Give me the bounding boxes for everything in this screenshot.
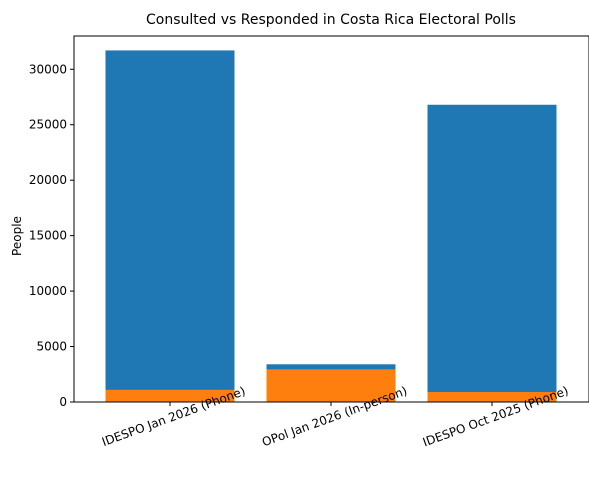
y-axis-ticks: 0 5000 10000 15000 20000 25000 30000: [29, 62, 74, 409]
y-tick-label: 25000: [29, 118, 67, 132]
bar-series-2-1: [105, 389, 235, 402]
bar-series-1-1: [105, 50, 235, 403]
chart-title: Consulted vs Responded in Costa Rica Ele…: [146, 12, 516, 28]
y-tick-label: 20000: [29, 173, 67, 187]
y-tick-label: 15000: [29, 229, 67, 243]
y-tick-label: 0: [59, 395, 67, 409]
bar-series-2-3: [427, 392, 557, 402]
y-axis-label: People: [10, 216, 24, 256]
bar-series-1-3: [427, 104, 557, 402]
y-tick-label: 30000: [29, 62, 67, 76]
y-tick-label: 10000: [29, 284, 67, 298]
y-tick-label: 5000: [36, 340, 67, 354]
bars-group: [105, 50, 557, 403]
plot-frame: [73, 35, 589, 403]
bar-series-2-2: [266, 369, 396, 402]
